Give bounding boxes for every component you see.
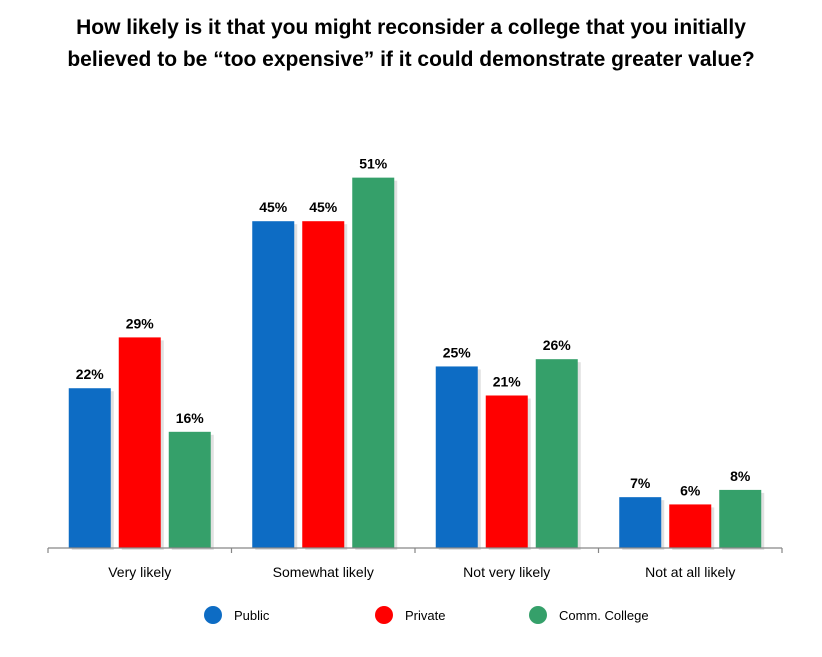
value-label-public-somewhat-likely: 45%: [259, 199, 288, 215]
category-label-not-at-all-likely: Not at all likely: [645, 564, 735, 580]
legend-label-private: Private: [405, 608, 445, 623]
legend-marker-public: [204, 606, 222, 624]
bar-public-not-at-all-likely: [619, 497, 662, 548]
bar-comm-college-somewhat-likely: [352, 177, 395, 548]
value-label-public-not-very-likely: 25%: [443, 344, 472, 360]
chart-title-line-1: How likely is it that you might reconsid…: [76, 16, 746, 39]
value-label-private-somewhat-likely: 45%: [309, 199, 338, 215]
value-label-comm-college-very-likely: 16%: [176, 410, 205, 426]
bar-private-not-very-likely: [485, 395, 528, 548]
bar-comm-college-not-at-all-likely: [719, 489, 762, 548]
category-label-somewhat-likely: Somewhat likely: [273, 564, 374, 580]
value-label-comm-college-not-very-likely: 26%: [543, 337, 572, 353]
value-label-private-not-very-likely: 21%: [493, 373, 522, 389]
chart-title-line-2: believed to be “too expensive” if it cou…: [67, 48, 755, 71]
bar-public-not-very-likely: [435, 366, 478, 548]
legend-marker-private: [375, 606, 393, 624]
bar-private-somewhat-likely: [302, 221, 345, 548]
value-label-comm-college-somewhat-likely: 51%: [359, 156, 388, 172]
category-label-very-likely: Very likely: [108, 564, 171, 580]
legend-label-public: Public: [234, 608, 270, 623]
category-label-not-very-likely: Not very likely: [463, 564, 550, 580]
value-label-comm-college-not-at-all-likely: 8%: [730, 468, 751, 484]
bar-private-very-likely: [118, 337, 161, 548]
legend-label-comm-college: Comm. College: [559, 608, 649, 623]
value-label-private-not-at-all-likely: 6%: [680, 482, 701, 498]
value-label-public-not-at-all-likely: 7%: [630, 475, 651, 491]
chart-title: How likely is it that you might reconsid…: [0, 12, 822, 76]
bar-private-not-at-all-likely: [669, 504, 712, 548]
bar-comm-college-not-very-likely: [535, 359, 578, 548]
bar-comm-college-very-likely: [168, 431, 211, 548]
value-label-private-very-likely: 29%: [126, 315, 155, 331]
bar-public-somewhat-likely: [252, 221, 295, 548]
legend-marker-comm-college: [529, 606, 547, 624]
value-label-public-very-likely: 22%: [76, 366, 105, 382]
bar-public-very-likely: [68, 388, 111, 548]
